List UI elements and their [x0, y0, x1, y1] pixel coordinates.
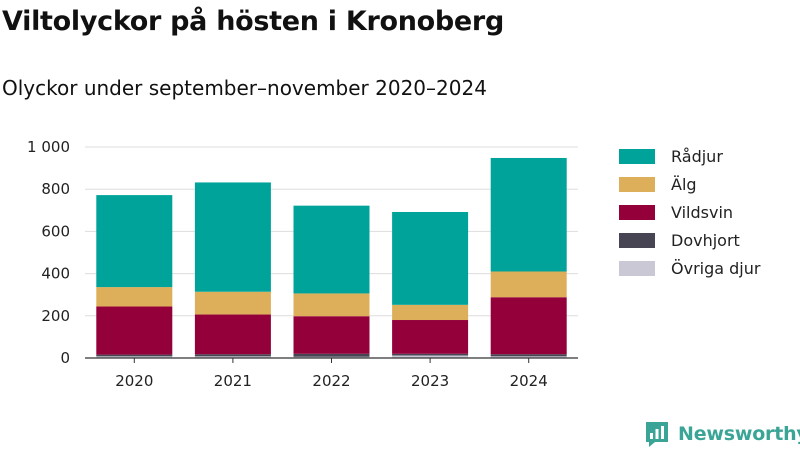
x-tick-label: 2024 — [510, 372, 548, 390]
legend-swatch — [619, 261, 655, 276]
x-tick-label: 2022 — [312, 372, 350, 390]
bar-segment — [96, 356, 173, 358]
newsworthy-logo-icon — [646, 422, 668, 447]
legend-label: Rådjur — [671, 147, 723, 166]
bar-segment — [194, 314, 271, 355]
legend-swatch — [619, 177, 655, 192]
y-tick-label: 600 — [41, 222, 70, 240]
y-tick-label: 0 — [60, 349, 70, 367]
x-tick-label: 2020 — [115, 372, 153, 390]
y-tick-label: 200 — [41, 307, 70, 325]
bar-segment — [194, 354, 271, 357]
bar-segment — [96, 354, 173, 357]
chart-title: Viltolyckor på hösten i Kronoberg — [2, 6, 504, 37]
bar-segment — [293, 205, 370, 294]
bar-segment — [194, 182, 271, 292]
bar-segment — [293, 293, 370, 317]
bar-segment — [490, 356, 567, 358]
legend-swatch — [619, 233, 655, 248]
legend-label: Älg — [671, 175, 697, 194]
bar-segment — [194, 291, 271, 315]
legend-swatch — [619, 149, 655, 164]
bar-segment — [490, 157, 567, 272]
bar-segment — [194, 356, 271, 358]
bar-segment — [293, 353, 370, 357]
bar-segment — [392, 355, 469, 358]
bar-segment — [392, 320, 469, 354]
legend-label: Dovhjort — [671, 231, 740, 250]
x-tick-label: 2023 — [411, 372, 449, 390]
bar-segment — [392, 353, 469, 356]
bar-segment — [490, 297, 567, 355]
y-tick-label: 800 — [41, 180, 70, 198]
bar-segment — [392, 211, 469, 305]
bar-segment — [490, 354, 567, 357]
brand-logo: Newsworthy — [644, 420, 800, 448]
bar-segment — [96, 287, 173, 307]
brand-name: Newsworthy — [678, 423, 800, 445]
x-tick-label: 2021 — [214, 372, 252, 390]
legend-label: Vildsvin — [671, 203, 733, 222]
bar-segment — [96, 306, 173, 355]
bar-segment — [293, 316, 370, 354]
bar-segment — [392, 304, 469, 321]
y-tick-label: 400 — [41, 265, 70, 283]
bar-segment — [96, 195, 173, 288]
legend-swatch — [619, 205, 655, 220]
legend-label: Övriga djur — [671, 259, 761, 278]
y-tick-label: 1 000 — [27, 138, 70, 156]
chart-subtitle: Olyckor under september–november 2020–20… — [2, 76, 487, 100]
bar-segment — [490, 271, 567, 298]
bar-segment — [293, 356, 370, 358]
